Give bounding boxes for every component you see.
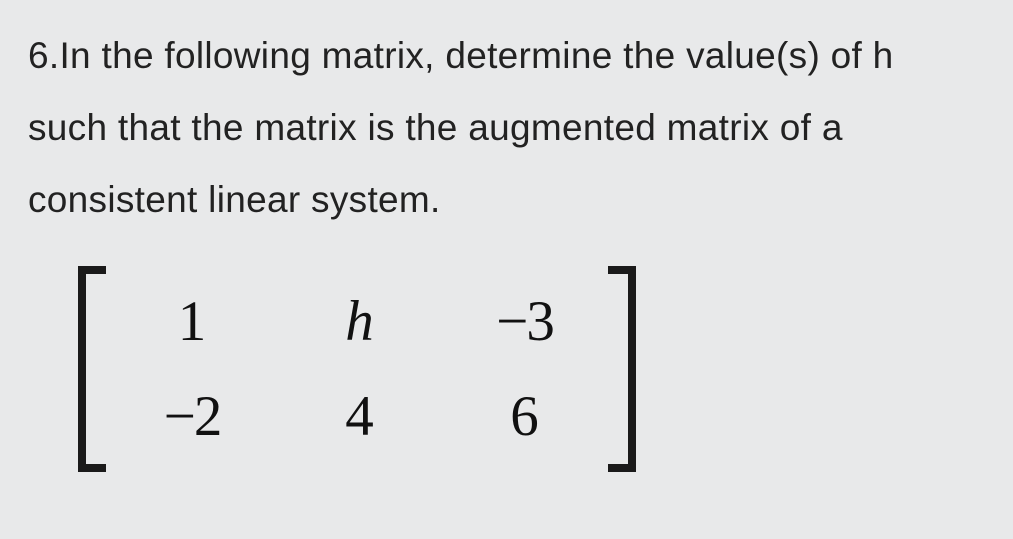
matrix-cell-0-2: −3 bbox=[447, 289, 602, 354]
problem-line-2: such that the matrix is the augmented ma… bbox=[28, 92, 985, 164]
right-bracket-icon bbox=[602, 264, 642, 474]
matrix-cell-1-1: 4 bbox=[272, 384, 447, 449]
left-bracket-icon bbox=[72, 264, 112, 474]
matrix-cell-0-1: h bbox=[272, 289, 447, 354]
matrix-cell-0-0: 1 bbox=[112, 289, 272, 354]
problem-line-1: 6.In the following matrix, determine the… bbox=[28, 20, 985, 92]
matrix-cells: 1 h −3 −2 4 6 bbox=[112, 274, 602, 464]
matrix-cell-1-0: −2 bbox=[112, 384, 272, 449]
problem-statement: 6.In the following matrix, determine the… bbox=[28, 20, 985, 236]
problem-line-3: consistent linear system. bbox=[28, 164, 985, 236]
matrix-cell-1-2: 6 bbox=[447, 384, 602, 449]
augmented-matrix: 1 h −3 −2 4 6 bbox=[72, 264, 985, 474]
